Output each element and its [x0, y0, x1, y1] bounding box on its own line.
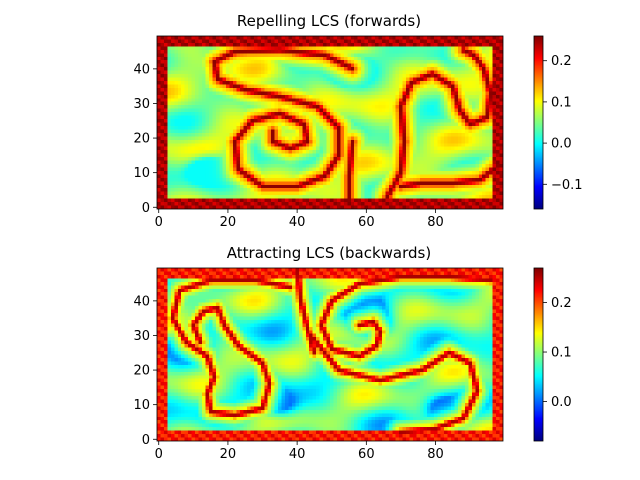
- x-tick-label: 60: [358, 215, 375, 230]
- y-tick-label: 40: [133, 294, 150, 309]
- y-tick-label: 0: [142, 201, 150, 216]
- x-tick-label: 40: [289, 447, 306, 462]
- repelling-lcs-axes: 0 20 40 60 80 0 10 20 30 40: [133, 35, 504, 230]
- y-tick-label: 0: [142, 433, 150, 448]
- repelling-lcs-panel: Repelling LCS (forwards) 0 20 40 60 80 0 10 20 3…: [133, 12, 582, 230]
- attracting-lcs-axes: 0 20 40 60 80 0 10 20 30 40: [133, 267, 504, 462]
- repelling-lcs-heatmap: [157, 36, 503, 209]
- colorbar-tick-label: 0.1: [551, 346, 572, 361]
- attracting-lcs-colorbar-axis: 0.0 0.1 0.2: [533, 267, 572, 442]
- attracting-lcs-panel: Attracting LCS (backwards) 0 20 40 60 80 0 10 2…: [133, 244, 571, 462]
- y-tick-label: 30: [133, 329, 150, 344]
- colorbar-tick-label: −0.1: [551, 178, 583, 193]
- x-tick-label: 20: [220, 215, 237, 230]
- x-tick-label: 0: [155, 447, 163, 462]
- colorbar-tick-label: 0.0: [551, 395, 572, 410]
- y-tick-label: 20: [133, 364, 150, 379]
- colorbar-tick-label: 0.2: [551, 296, 572, 311]
- colorbar-tick-label: 0.2: [551, 54, 572, 69]
- x-tick-label: 80: [427, 447, 444, 462]
- y-tick-label: 20: [133, 132, 150, 147]
- y-tick-label: 10: [133, 398, 150, 413]
- plot-frame: [156, 267, 504, 442]
- x-tick-label: 0: [155, 215, 163, 230]
- x-tick-label: 80: [427, 215, 444, 230]
- colorbar-frame: [533, 267, 544, 442]
- plot-frame: [156, 35, 504, 210]
- attracting-lcs-title: Attracting LCS (backwards): [227, 244, 431, 262]
- colorbar-tick-label: 0.1: [551, 95, 572, 110]
- y-tick-label: 30: [133, 97, 150, 112]
- y-tick-label: 40: [133, 62, 150, 77]
- repelling-lcs-colorbar: [534, 36, 543, 209]
- repelling-lcs-title: Repelling LCS (forwards): [237, 12, 421, 30]
- colorbar-frame: [533, 35, 544, 210]
- x-tick-label: 60: [358, 447, 375, 462]
- repelling-lcs-colorbar-axis: −0.1 0.0 0.1 0.2: [533, 35, 583, 210]
- attracting-lcs-colorbar: [534, 268, 543, 441]
- colorbar-tick-label: 0.0: [551, 137, 572, 152]
- x-tick-label: 20: [220, 447, 237, 462]
- x-tick-label: 40: [289, 215, 306, 230]
- y-tick-label: 10: [133, 166, 150, 181]
- attracting-lcs-heatmap: [157, 268, 503, 441]
